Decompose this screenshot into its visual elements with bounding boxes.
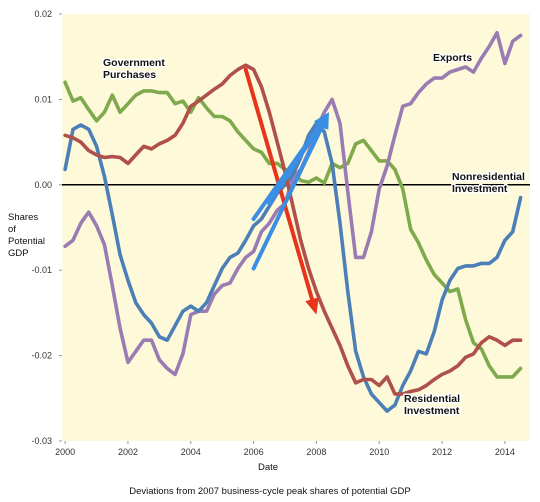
trend-arrows	[243, 67, 329, 315]
series-annotation-label: Residential	[404, 393, 460, 405]
arrow-head	[305, 297, 319, 315]
y-axis-title-line: GDP	[8, 248, 29, 259]
arrow-shaft	[251, 124, 325, 271]
y-axis-title-line: Shares	[8, 212, 38, 223]
x-tick-label: 2012	[432, 447, 452, 457]
series-line-residential-investment	[63, 63, 523, 396]
x-tick-label: 2000	[55, 447, 75, 457]
series-line-nonresidential-investment	[63, 121, 523, 413]
series-annotation-label: Exports	[433, 52, 472, 64]
y-axis-title-line: Potential	[8, 236, 45, 247]
x-axis-title: Date	[258, 462, 278, 473]
y-tick-label: 0.00	[34, 180, 52, 190]
x-tick-label: 2004	[181, 447, 201, 457]
x-tick-label: 2006	[244, 447, 264, 457]
y-tick-label: 0.01	[34, 94, 52, 104]
series-layer	[63, 30, 523, 413]
series-annotation-label: Purchases	[103, 69, 156, 81]
series-annotation-label: Government	[103, 57, 165, 69]
y-tick-label: 0.02	[34, 9, 52, 19]
series-line-exports	[63, 30, 523, 377]
x-tick-label: 2008	[306, 447, 326, 457]
series-annotation-label: Investment	[404, 405, 460, 417]
chart-caption: Deviations from 2007 business-cycle peak…	[129, 486, 410, 497]
y-axis-title-line: of	[8, 224, 16, 235]
series-annotation-label: Nonresidential	[452, 171, 525, 183]
y-tick-label: -0.03	[31, 436, 52, 446]
x-axis-ticks: 2000 2002 2004 2006 2008 2010 2012 2014	[55, 441, 515, 457]
arrow-head	[314, 112, 329, 130]
series-annotation-label: Investment	[452, 183, 508, 195]
x-tick-label: 2010	[369, 447, 389, 457]
x-tick-label: 2002	[118, 447, 138, 457]
y-tick-label: -0.02	[31, 351, 52, 361]
y-axis-ticks: 0.02 0.01 0.00 -0.01 -0.02 -0.03	[31, 9, 62, 446]
y-tick-label: -0.01	[31, 265, 52, 275]
x-tick-label: 2014	[495, 447, 515, 457]
arrow-shaft	[267, 123, 323, 206]
